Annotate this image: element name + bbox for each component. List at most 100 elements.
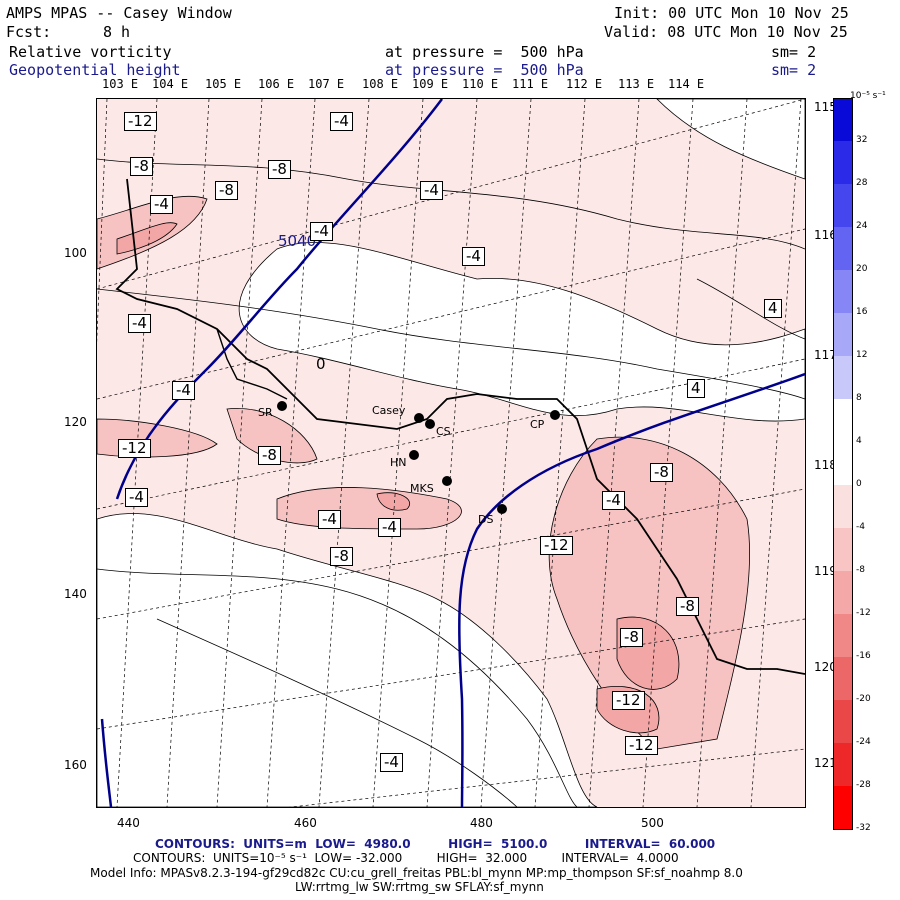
vorticity-label: -8 bbox=[215, 181, 238, 200]
colorbar-swatch bbox=[833, 270, 853, 313]
x-tick-label: 460 bbox=[294, 816, 317, 830]
top-lon-label: 113 E bbox=[618, 77, 655, 91]
vorticity-label: 4 bbox=[687, 379, 705, 398]
y-tick-label: 160 bbox=[64, 758, 87, 772]
colorbar-unit: 10⁻⁵ s⁻¹ bbox=[850, 91, 886, 101]
station-label: Casey bbox=[372, 404, 406, 417]
colorbar-label: 20 bbox=[856, 264, 868, 274]
vorticity-label: -8 bbox=[130, 157, 153, 176]
vorticity-label: -12 bbox=[625, 736, 658, 755]
station-label: CP bbox=[530, 418, 545, 431]
colorbar-label: -28 bbox=[856, 780, 871, 790]
model-info: Model Info: MPASv8.2.3-194-gf29cd82c CU:… bbox=[90, 866, 743, 880]
coastline-inland bbox=[216, 328, 288, 400]
field1-level: at pressure = 500 hPa bbox=[385, 43, 584, 61]
plot-title: AMPS MPAS -- Casey Window bbox=[6, 4, 232, 22]
colorbar-swatch bbox=[833, 700, 853, 743]
vorticity-label: -12 bbox=[540, 536, 573, 555]
height-contours bbox=[100, 99, 805, 807]
top-lon-label: 107 E bbox=[308, 77, 345, 91]
height-contour-label: 5040 bbox=[278, 232, 317, 250]
colorbar-swatch bbox=[833, 184, 853, 227]
colorbar-label: 16 bbox=[856, 307, 868, 317]
top-lon-label: 103 E bbox=[102, 77, 139, 91]
vorticity-label: -4 bbox=[310, 222, 333, 241]
vorticity-label: -4 bbox=[378, 518, 401, 537]
colorbar-swatch bbox=[833, 399, 853, 442]
colorbar-label: -32 bbox=[856, 823, 871, 833]
height-contour-info: CONTOURS: UNITS=m LOW= 4980.0 HIGH= 5100… bbox=[155, 837, 716, 851]
colorbar-label: 28 bbox=[856, 178, 868, 188]
colorbar-label: 0 bbox=[856, 479, 862, 489]
station-label: HN bbox=[390, 456, 407, 469]
top-lon-label: 108 E bbox=[362, 77, 399, 91]
colorbar-label: 12 bbox=[856, 350, 868, 360]
vorticity-label: 0 bbox=[316, 355, 326, 373]
vorticity-label: -4 bbox=[462, 247, 485, 266]
latlon-grid bbox=[97, 99, 805, 807]
vorticity-label: -8 bbox=[258, 446, 281, 465]
vorticity-map bbox=[97, 99, 805, 807]
vorticity-label: -8 bbox=[620, 628, 643, 647]
y-tick-label: 140 bbox=[64, 587, 87, 601]
station-label: SR bbox=[258, 406, 273, 419]
vorticity-label: -12 bbox=[124, 112, 157, 131]
colorbar-label: -20 bbox=[856, 694, 871, 704]
vorticity-label: -12 bbox=[118, 439, 151, 458]
top-lon-label: 109 E bbox=[412, 77, 449, 91]
vorticity-label: -4 bbox=[128, 314, 151, 333]
vorticity-label: -8 bbox=[268, 160, 291, 179]
forecast-label: Fcst: bbox=[6, 23, 52, 41]
valid-time: Valid: 08 UTC Mon 10 Nov 25 bbox=[604, 23, 848, 41]
station-markers bbox=[277, 401, 560, 514]
y-tick-label: 120 bbox=[64, 415, 87, 429]
y-tick-label: 100 bbox=[64, 246, 87, 260]
vorticity-label: -8 bbox=[650, 463, 673, 482]
top-lon-label: 111 E bbox=[512, 77, 549, 91]
vorticity-label: -4 bbox=[420, 181, 443, 200]
colorbar-label: 8 bbox=[856, 393, 862, 403]
x-tick-label: 440 bbox=[117, 816, 140, 830]
top-lon-label: 114 E bbox=[668, 77, 705, 91]
colorbar-label: 24 bbox=[856, 221, 868, 231]
top-lon-label: 110 E bbox=[462, 77, 499, 91]
colorbar-label: -4 bbox=[856, 522, 865, 532]
x-tick-label: 500 bbox=[641, 816, 664, 830]
vorticity-label: -4 bbox=[380, 753, 403, 772]
x-tick-label: 480 bbox=[470, 816, 493, 830]
vorticity-label: -4 bbox=[172, 381, 195, 400]
map-panel bbox=[96, 98, 806, 808]
colorbar-label: -12 bbox=[856, 608, 871, 618]
top-lon-label: 104 E bbox=[152, 77, 189, 91]
vorticity-label: -12 bbox=[612, 691, 645, 710]
colorbar-label: -24 bbox=[856, 737, 871, 747]
field2-level: at pressure = 500 hPa bbox=[385, 61, 584, 79]
field1-smoothing: sm= 2 bbox=[771, 43, 817, 61]
station-label: MKS bbox=[410, 482, 434, 495]
field2-smoothing: sm= 2 bbox=[771, 61, 817, 79]
model-info-2: LW:rrtmg_lw SW:rrtmg_sw SFLAY:sf_mynn bbox=[295, 880, 544, 894]
top-lon-label: 105 E bbox=[205, 77, 242, 91]
station-label: DS bbox=[478, 513, 494, 526]
field1-name: Relative vorticity bbox=[9, 43, 172, 61]
vorticity-label: -4 bbox=[318, 510, 341, 529]
init-time: Init: 00 UTC Mon 10 Nov 25 bbox=[614, 4, 849, 22]
colorbar-swatch bbox=[833, 571, 853, 614]
top-lon-label: 106 E bbox=[258, 77, 295, 91]
colorbar-label: -16 bbox=[856, 651, 871, 661]
colorbar-label: 4 bbox=[856, 436, 862, 446]
colorbar-swatch bbox=[833, 743, 853, 786]
field2-name: Geopotential height bbox=[9, 61, 181, 79]
vorticity-label: -4 bbox=[125, 488, 148, 507]
vorticity-label: -4 bbox=[330, 112, 353, 131]
vorticity-label: -8 bbox=[330, 547, 353, 566]
forecast-value: 8 h bbox=[103, 23, 131, 41]
colorbar-swatch bbox=[833, 657, 853, 700]
colorbar-swatch bbox=[833, 98, 853, 142]
colorbar-swatch bbox=[833, 313, 853, 356]
colorbar-swatch bbox=[833, 614, 853, 657]
top-lon-label: 112 E bbox=[566, 77, 603, 91]
colorbar-swatch bbox=[833, 442, 853, 485]
colorbar-swatch bbox=[833, 485, 853, 528]
vorticity-label: 4 bbox=[764, 299, 782, 318]
